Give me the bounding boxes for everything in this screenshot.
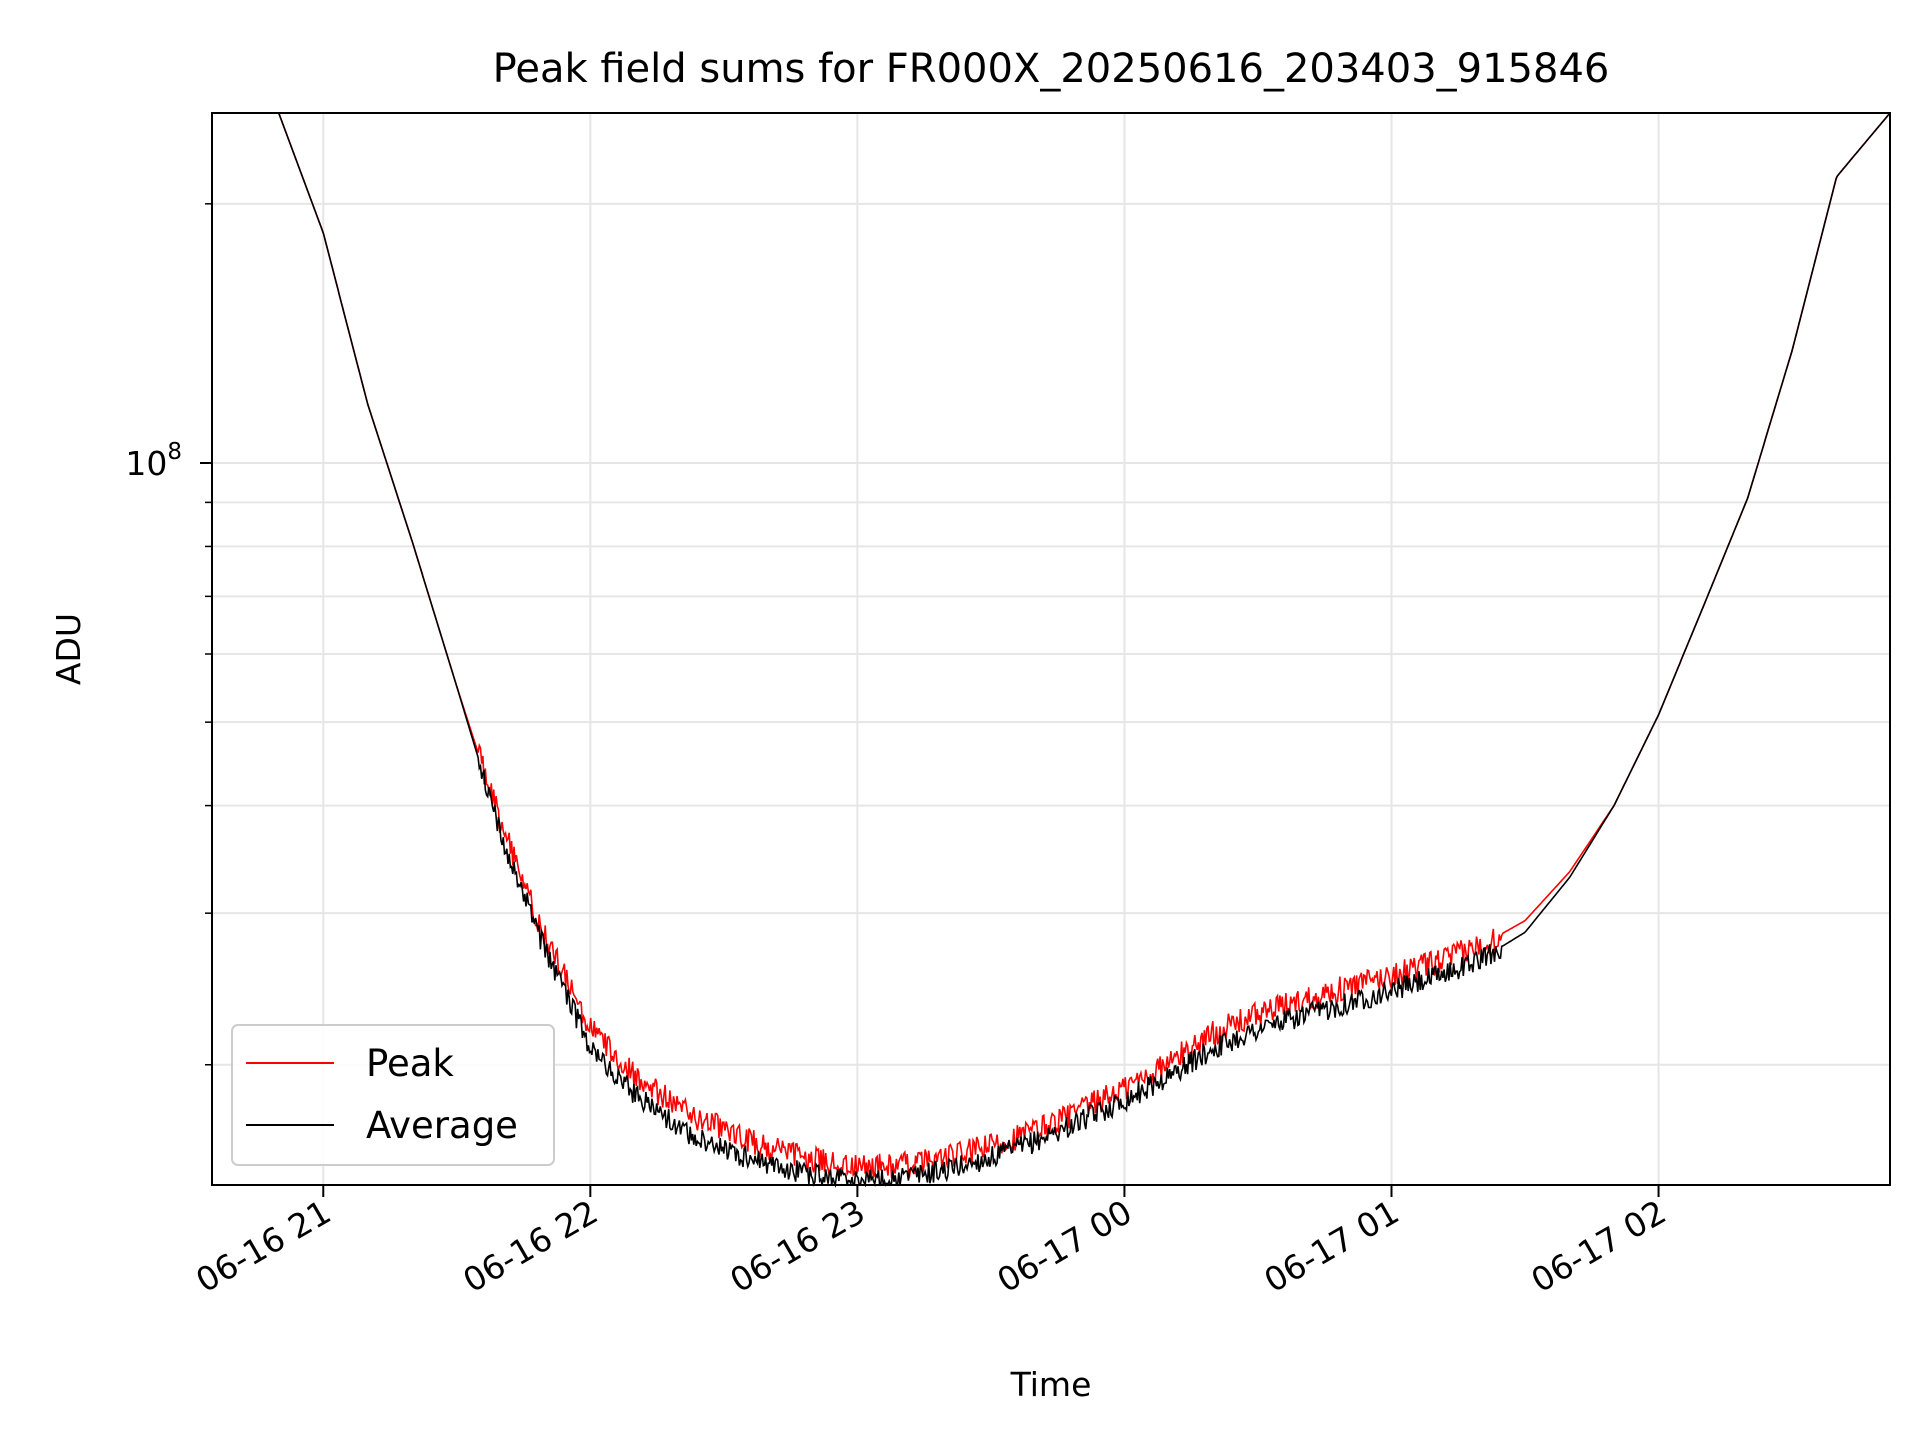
grid — [212, 113, 1890, 1185]
legend-label-average: Average — [366, 1104, 518, 1147]
series-line-peak — [212, 112, 1891, 1180]
x-tick-label: 06-17 01 — [1257, 1192, 1405, 1300]
plot-area-frame — [211, 112, 1891, 1186]
x-tick-label: 06-16 22 — [456, 1192, 604, 1300]
x-tick-label: 06-17 00 — [990, 1192, 1138, 1300]
legend-label-peak: Peak — [366, 1042, 454, 1085]
series-line-average — [212, 112, 1891, 1189]
x-tick-label: 06-16 23 — [723, 1192, 871, 1300]
legend-box — [231, 1024, 555, 1166]
x-tick-label: 06-17 02 — [1525, 1192, 1673, 1300]
x-axis-label: Time — [1010, 1365, 1092, 1404]
y-axis-label: ADU — [49, 613, 88, 685]
legend: Peak Average — [231, 1024, 555, 1166]
x-tick-label: 06-16 21 — [189, 1192, 337, 1300]
series-lines — [212, 112, 1891, 1189]
chart-title: Peak field sums for FR000X_20250616_2034… — [493, 46, 1610, 92]
y-tick-label: 108 — [125, 439, 182, 483]
